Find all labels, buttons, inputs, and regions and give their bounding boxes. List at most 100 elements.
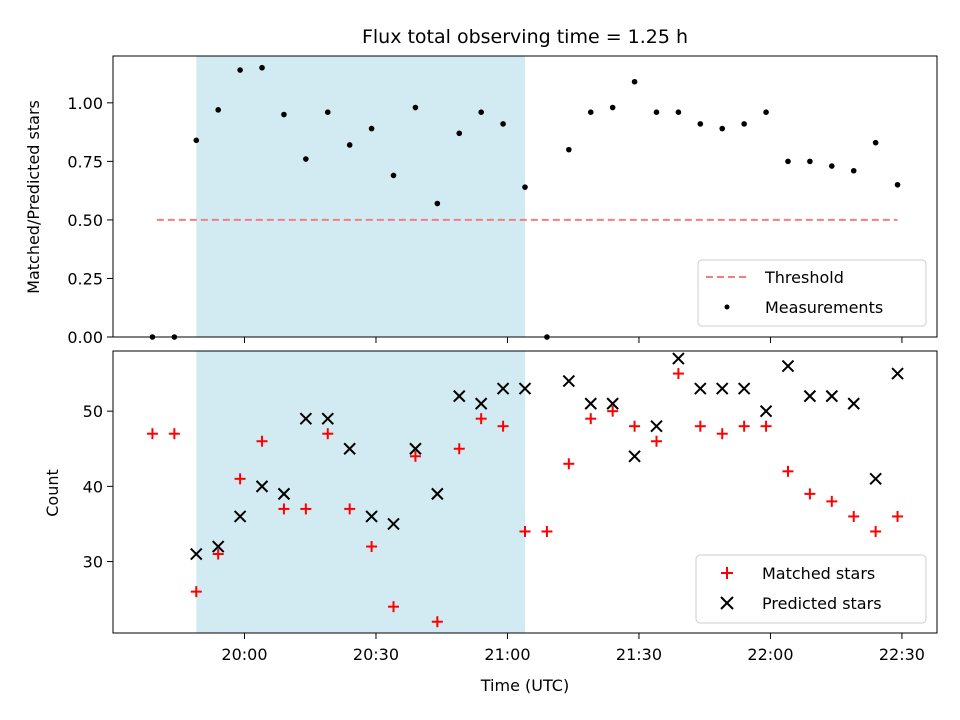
top-axes-frame (112, 55, 938, 338)
predicted-star-point (737, 382, 751, 395)
x-axis-label: Time (UTC) (480, 676, 569, 695)
top-ytick-label: 0.75 (67, 152, 103, 171)
matched-star-point (409, 450, 421, 462)
bottom-ytick-label: 40 (83, 477, 103, 496)
xtick-label: 22:30 (879, 645, 925, 664)
top-ytick-label: 1.00 (67, 94, 103, 113)
matched-star-point (563, 458, 575, 470)
predicted-star-point (650, 419, 663, 433)
measurement-point (719, 125, 726, 132)
chart-title: Flux total observing time = 1.25 h (362, 26, 688, 48)
bottom-ytick-label: 50 (83, 402, 103, 421)
predicted-star-point (277, 487, 291, 501)
measurement-point (829, 163, 835, 169)
predicted-star-point (453, 389, 466, 403)
matched-star-point (475, 413, 487, 425)
predicted-star-point (606, 397, 619, 410)
measurement-point (631, 78, 638, 85)
matched-star-point (278, 503, 290, 515)
matched-star-point (738, 420, 750, 432)
predicted-star-point (387, 517, 400, 531)
bottom-y-axis-label: Count (43, 469, 62, 517)
bottom-y-ticks: 30 40 50 (83, 402, 113, 572)
top-legend: Threshold Measurements (697, 259, 927, 327)
bottom-shaded-span (196, 351, 525, 633)
measurement-point (609, 104, 616, 111)
legend-predicted-swatch (720, 596, 734, 610)
measurement-point (872, 139, 879, 146)
legend-threshold-label: Threshold (764, 268, 844, 287)
predicted-star-point (233, 510, 247, 523)
matched-star-point (431, 616, 443, 628)
bottom-ytick-label: 30 (83, 553, 103, 572)
measurement-point (215, 107, 221, 113)
matched-star-point (650, 435, 662, 447)
matched-star-point (541, 525, 553, 537)
matched-star-point (848, 510, 860, 522)
measurement-point (346, 142, 353, 148)
measurement-point (653, 109, 660, 115)
predicted-star-point (211, 540, 225, 553)
measurement-point (478, 109, 484, 115)
matched-star-point (344, 503, 356, 515)
top-shaded-span (196, 56, 525, 337)
top-ytick-label: 0.00 (67, 328, 103, 347)
top-panel: 0.00 0.25 0.50 0.75 1.00 Matched/Predicted s… (24, 55, 938, 347)
top-ytick-label: 0.50 (67, 211, 103, 230)
legend-matched-swatch (721, 567, 733, 579)
measurement-point (237, 67, 243, 73)
measurement-point (741, 121, 747, 127)
bottom-marks (146, 352, 904, 628)
matched-star-point (716, 428, 728, 440)
matched-star-point (585, 413, 597, 425)
predicted-star-point (781, 359, 795, 373)
matched-star-point (388, 601, 400, 613)
xtick-label: 20:30 (353, 645, 399, 664)
matched-star-point (804, 488, 816, 500)
measurement-point (412, 104, 419, 111)
bottom-legend: Matched stars Predicted stars (695, 554, 927, 624)
legend-predicted-label: Predicted stars (762, 594, 882, 613)
predicted-star-point (299, 412, 313, 425)
matched-star-point (694, 420, 706, 432)
predicted-star-point (190, 547, 203, 561)
bottom-axes-frame (112, 350, 938, 634)
measurement-point (303, 156, 309, 162)
bottom-panel: 30 40 50 20:00 20:30 21:00 21:30 22:00 22:30 Co… (43, 350, 938, 695)
predicted-star-point (409, 442, 422, 455)
xtick-label: 20:00 (221, 645, 267, 664)
top-y-axis-label: Matched/Predicted stars (24, 100, 43, 294)
measurement-point (456, 130, 463, 137)
predicted-star-point (803, 389, 817, 403)
measurement-point (281, 111, 287, 118)
top-ytick-label: 0.25 (67, 269, 103, 288)
matched-star-point (826, 495, 838, 507)
predicted-star-point (716, 382, 729, 395)
predicted-star-point (431, 487, 444, 501)
predicted-star-point (628, 450, 641, 463)
predicted-star-point (891, 367, 904, 380)
matched-star-point (672, 368, 684, 380)
predicted-star-point (255, 480, 269, 493)
matched-star-point (234, 473, 246, 485)
measurement-point (259, 64, 265, 71)
matched-star-point (629, 420, 641, 432)
measurement-point (566, 146, 572, 153)
predicted-star-point (474, 397, 488, 410)
predicted-star-point (759, 404, 773, 418)
matched-star-point (146, 428, 158, 440)
matched-star-point (782, 465, 794, 477)
predicted-star-point (343, 442, 356, 455)
measurement-point (807, 158, 813, 165)
matched-star-point (453, 443, 465, 455)
top-marks (149, 64, 901, 340)
measurement-point (894, 181, 901, 188)
matched-star-point (256, 435, 268, 447)
xtick-label: 21:30 (616, 645, 662, 664)
measurement-point (390, 172, 397, 179)
legend-matched-label: Matched stars (762, 564, 875, 583)
predicted-star-point (365, 510, 378, 523)
measurement-point (850, 167, 857, 174)
top-x-ticks (243, 337, 903, 343)
xtick-label: 21:00 (484, 645, 530, 664)
